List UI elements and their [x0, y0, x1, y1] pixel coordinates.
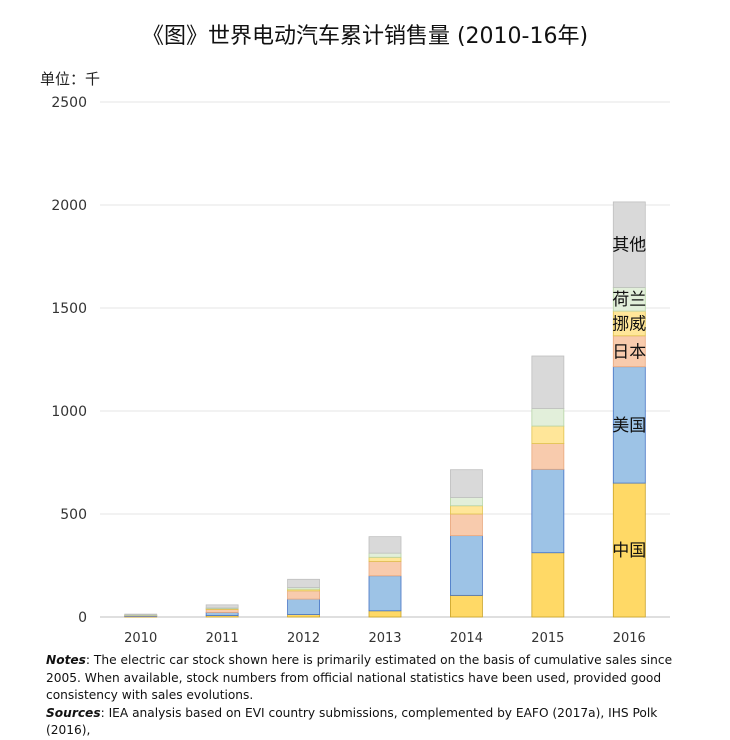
series-label: 挪威	[612, 314, 646, 334]
notes-label: Notes	[46, 653, 86, 667]
x-tick-label: 2012	[287, 631, 320, 646]
y-tick-label: 0	[78, 610, 87, 626]
series-labels: 中国 美国 日本 挪威 荷兰 其他	[612, 236, 646, 561]
x-tick-label: 2010	[124, 631, 157, 646]
y-tick-label: 1000	[51, 404, 87, 420]
bar-segment	[531, 425, 565, 444]
chart-title: 《图》世界电动汽车累计销售量 (2010-16年)	[141, 24, 589, 49]
bar-segment	[612, 335, 646, 368]
notes-text: : The electric car stock shown here is p…	[46, 653, 673, 702]
series-label: 日本	[612, 342, 646, 362]
bar-segment	[287, 578, 320, 588]
series-label: 其他	[612, 236, 646, 256]
bar-segment	[612, 366, 646, 484]
notes-paragraph: Notes: The electric car stock shown here…	[46, 652, 686, 705]
sources-paragraph: Sources: IEA analysis based on EVI count…	[46, 705, 686, 740]
bar-segment	[450, 469, 483, 498]
bar-segment	[205, 608, 239, 613]
sources-text: : IEA analysis based on EVI country subm…	[46, 705, 658, 738]
bar-segment	[287, 598, 320, 615]
sources-label: Sources	[46, 705, 101, 720]
bar-segment	[531, 443, 565, 470]
series-label: 中国	[612, 541, 646, 561]
bar-segment	[450, 535, 483, 596]
bar-segment	[368, 556, 402, 562]
x-tick-label: 2013	[368, 631, 401, 646]
bars	[124, 201, 646, 618]
series-label: 荷兰	[612, 290, 646, 310]
y-tick-label: 500	[60, 507, 87, 523]
unit-label: 单位：千	[40, 70, 101, 88]
x-tick-label: 2015	[531, 631, 564, 646]
y-axis-ticks: 0 500 1000 1500 2000 2500	[51, 95, 87, 626]
bar-segment	[531, 408, 565, 427]
bar-segment	[205, 604, 239, 609]
bar-segment	[531, 468, 565, 554]
bar-segment	[368, 536, 402, 554]
bar-segment	[450, 594, 483, 618]
bar-segment	[368, 610, 402, 618]
bar-segment	[205, 612, 239, 616]
bar-segment	[287, 590, 320, 600]
bar-segment	[124, 613, 158, 616]
y-tick-label: 1500	[51, 301, 87, 317]
bar-segment	[450, 505, 483, 515]
x-tick-label: 2016	[613, 631, 646, 646]
bar-segment	[612, 482, 646, 618]
x-tick-label: 2011	[206, 631, 239, 646]
bar-segment	[368, 575, 402, 612]
x-axis-ticks: 2010 2011 2012 2013 2014 2015 2016	[124, 631, 646, 646]
bar-segment	[450, 513, 483, 537]
bar-segment	[450, 497, 483, 507]
notes-block: Notes: The electric car stock shown here…	[46, 652, 686, 740]
bar-segment	[368, 560, 402, 577]
series-label: 美国	[612, 416, 646, 436]
x-tick-label: 2014	[450, 631, 483, 646]
y-tick-label: 2500	[51, 95, 87, 111]
bar-segment	[531, 552, 565, 618]
bar-segment	[612, 201, 646, 288]
bar-segment	[368, 552, 402, 558]
y-tick-label: 2000	[51, 198, 87, 214]
bar-segment	[531, 355, 565, 409]
